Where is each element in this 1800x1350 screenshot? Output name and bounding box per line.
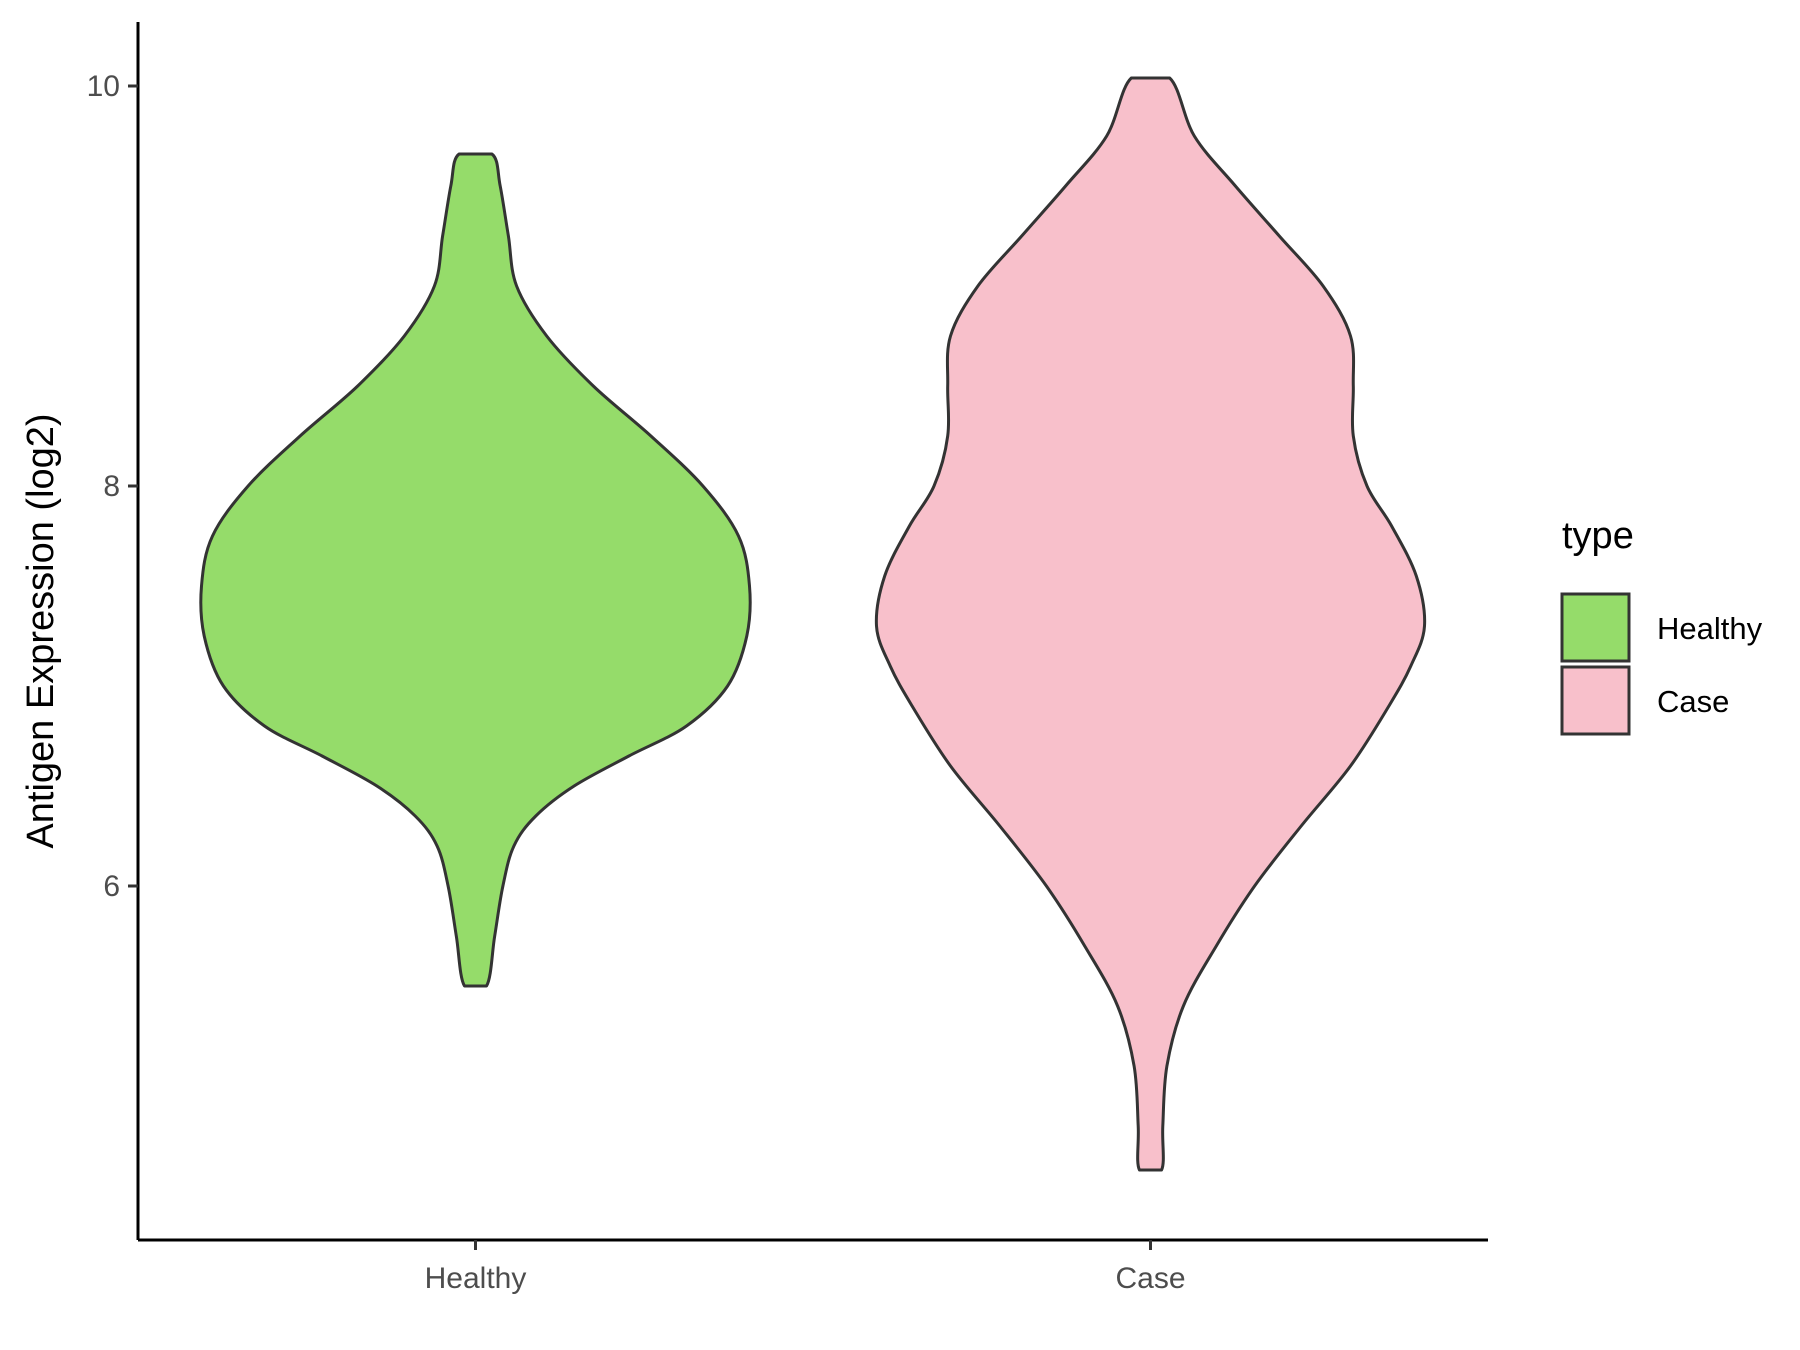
x-tick-label-case: Case	[1115, 1262, 1185, 1295]
legend-key-healthy	[1560, 592, 1631, 663]
y-tick-label-8: 8	[103, 470, 120, 503]
legend-label-healthy: Healthy	[1657, 611, 1763, 646]
legend-label-case: Case	[1657, 684, 1729, 719]
y-tick-label-10: 10	[87, 70, 120, 103]
violins-layer	[199, 76, 1427, 1172]
axes-layer: 6 8 10 Healthy Case Antigen Expression (log2)	[20, 22, 1488, 1295]
legend: type Healthy Case	[1560, 515, 1763, 736]
legend-title: type	[1562, 515, 1634, 557]
y-tick-label-6: 6	[103, 870, 120, 903]
violin-healthy	[199, 152, 752, 988]
y-axis-title: Antigen Expression (log2)	[20, 413, 62, 848]
violin-case	[874, 76, 1427, 1172]
legend-key-case	[1560, 665, 1631, 736]
x-tick-label-healthy: Healthy	[425, 1262, 527, 1295]
